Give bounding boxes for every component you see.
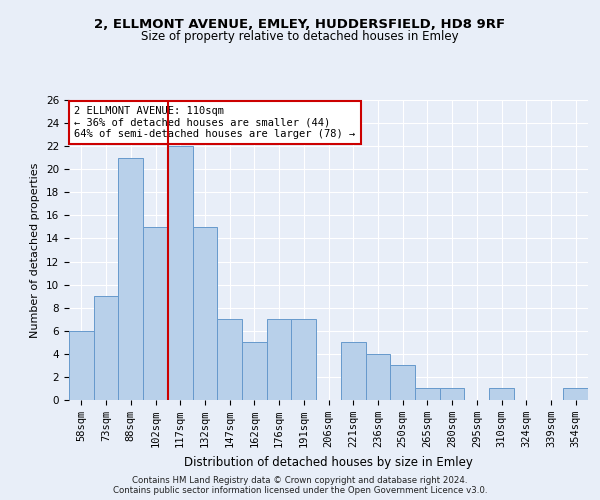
Bar xyxy=(69,331,94,400)
Y-axis label: Number of detached properties: Number of detached properties xyxy=(31,162,40,338)
Bar xyxy=(193,227,217,400)
Bar xyxy=(390,366,415,400)
X-axis label: Distribution of detached houses by size in Emley: Distribution of detached houses by size … xyxy=(184,456,473,468)
Bar xyxy=(143,227,168,400)
Bar xyxy=(415,388,440,400)
Text: Contains public sector information licensed under the Open Government Licence v3: Contains public sector information licen… xyxy=(113,486,487,495)
Bar xyxy=(168,146,193,400)
Bar xyxy=(94,296,118,400)
Bar xyxy=(341,342,365,400)
Bar xyxy=(217,319,242,400)
Bar xyxy=(242,342,267,400)
Bar xyxy=(118,158,143,400)
Bar xyxy=(563,388,588,400)
Bar xyxy=(267,319,292,400)
Bar xyxy=(440,388,464,400)
Text: 2 ELLMONT AVENUE: 110sqm
← 36% of detached houses are smaller (44)
64% of semi-d: 2 ELLMONT AVENUE: 110sqm ← 36% of detach… xyxy=(74,106,355,139)
Text: Size of property relative to detached houses in Emley: Size of property relative to detached ho… xyxy=(141,30,459,43)
Bar xyxy=(292,319,316,400)
Text: Contains HM Land Registry data © Crown copyright and database right 2024.: Contains HM Land Registry data © Crown c… xyxy=(132,476,468,485)
Text: 2, ELLMONT AVENUE, EMLEY, HUDDERSFIELD, HD8 9RF: 2, ELLMONT AVENUE, EMLEY, HUDDERSFIELD, … xyxy=(94,18,506,30)
Bar xyxy=(489,388,514,400)
Bar xyxy=(365,354,390,400)
